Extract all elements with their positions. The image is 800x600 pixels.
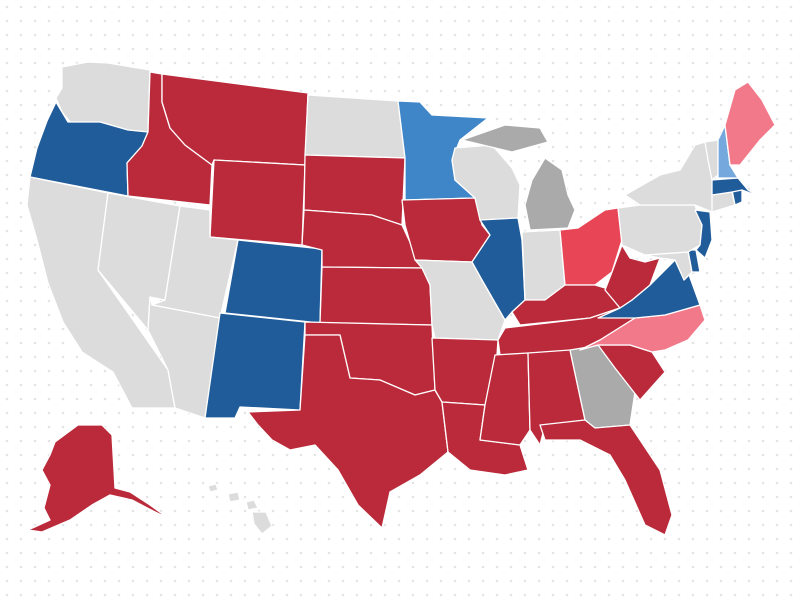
state-texas[interactable] xyxy=(247,334,449,529)
state-alaska[interactable] xyxy=(27,424,169,533)
state-wyoming[interactable] xyxy=(209,159,306,246)
state-vermont[interactable] xyxy=(704,139,719,181)
state-new-mexico[interactable] xyxy=(204,312,306,419)
state-maine[interactable] xyxy=(724,81,776,166)
state-hawaii[interactable] xyxy=(207,483,273,535)
state-michigan[interactable] xyxy=(461,124,576,231)
state-north-carolina[interactable] xyxy=(579,304,706,353)
state-new-jersey[interactable] xyxy=(694,209,713,259)
state-kansas[interactable] xyxy=(319,266,433,326)
state-pennsylvania[interactable] xyxy=(617,204,703,256)
state-massachusetts[interactable] xyxy=(711,177,759,197)
state-illinois[interactable] xyxy=(471,217,526,321)
state-west-virginia[interactable] xyxy=(604,244,661,309)
state-colorado[interactable] xyxy=(224,239,323,324)
state-delaware[interactable] xyxy=(687,249,701,273)
state-florida[interactable] xyxy=(539,419,673,536)
state-north-dakota[interactable] xyxy=(304,94,406,159)
state-utah[interactable] xyxy=(151,205,239,319)
